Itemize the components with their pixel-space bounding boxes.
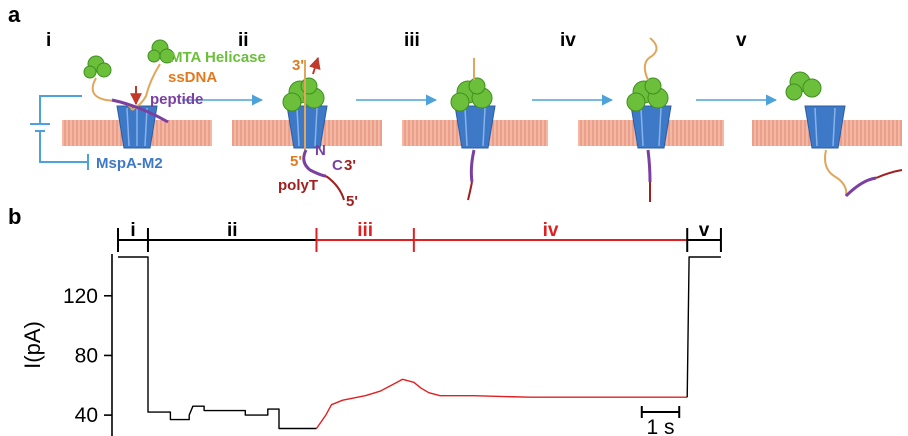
label-c-term: C [332, 157, 343, 174]
dna-strand-1 [91, 63, 169, 124]
phase-label: ii [227, 220, 238, 241]
phase-label: v [699, 220, 710, 241]
phase-bar: i ii iii iv v [117, 220, 722, 252]
pore-5 [804, 105, 846, 149]
label-ssdna: ssDNA [168, 69, 217, 86]
trace-series [118, 256, 317, 430]
pore-3 [454, 105, 496, 149]
step-label-i: i [46, 30, 51, 51]
label-pore: MspA-M2 [96, 155, 163, 172]
dna-strand-4 [643, 37, 658, 202]
label-3prime-top: 3' [292, 57, 304, 74]
phase-label: i [130, 220, 135, 241]
phase-label: iv [543, 220, 559, 241]
label-n-term: N [315, 142, 326, 159]
helicase-5 [785, 71, 822, 101]
label-polyt: polyT [278, 177, 318, 194]
y-tick-label: 40 [75, 404, 98, 427]
label-5prime-bottom: 5' [346, 193, 358, 210]
scale-bar-label: 1 s [646, 416, 674, 436]
current-trace [118, 256, 721, 430]
y-tick-label: 80 [75, 344, 98, 367]
step-label-v: v [736, 30, 747, 51]
panel-label-a: a [8, 2, 21, 27]
label-3prime-bottom: 3' [344, 157, 356, 174]
helicase-3 [450, 77, 493, 112]
trace-series [686, 256, 721, 398]
step-label-iii: iii [404, 30, 420, 51]
dna-strand-2 [302, 56, 345, 201]
scale-bar: 1 s [640, 406, 681, 436]
panel-label-b: b [8, 204, 21, 229]
helicase-4 [626, 77, 669, 112]
dna-strand-3 [467, 58, 476, 201]
y-ticks: 40 80 120 [63, 285, 112, 427]
pore-4 [630, 105, 672, 149]
y-tick-label: 120 [63, 285, 98, 308]
label-peptide: peptide [150, 91, 203, 108]
y-axis-label: I(pA) [20, 321, 45, 369]
helicase-1a [83, 55, 112, 79]
step-label-iv: iv [560, 30, 576, 51]
label-5prime-top: 5' [290, 153, 302, 170]
dna-strand-5 [824, 149, 903, 198]
step-label-ii: ii [238, 30, 249, 51]
pore-1 [116, 105, 158, 149]
helicase-1b [147, 39, 175, 64]
circuit-battery [30, 95, 89, 170]
phase-label: iii [357, 220, 373, 241]
label-helicase: MTA Helicase [170, 49, 266, 66]
trace-series [315, 378, 688, 429]
